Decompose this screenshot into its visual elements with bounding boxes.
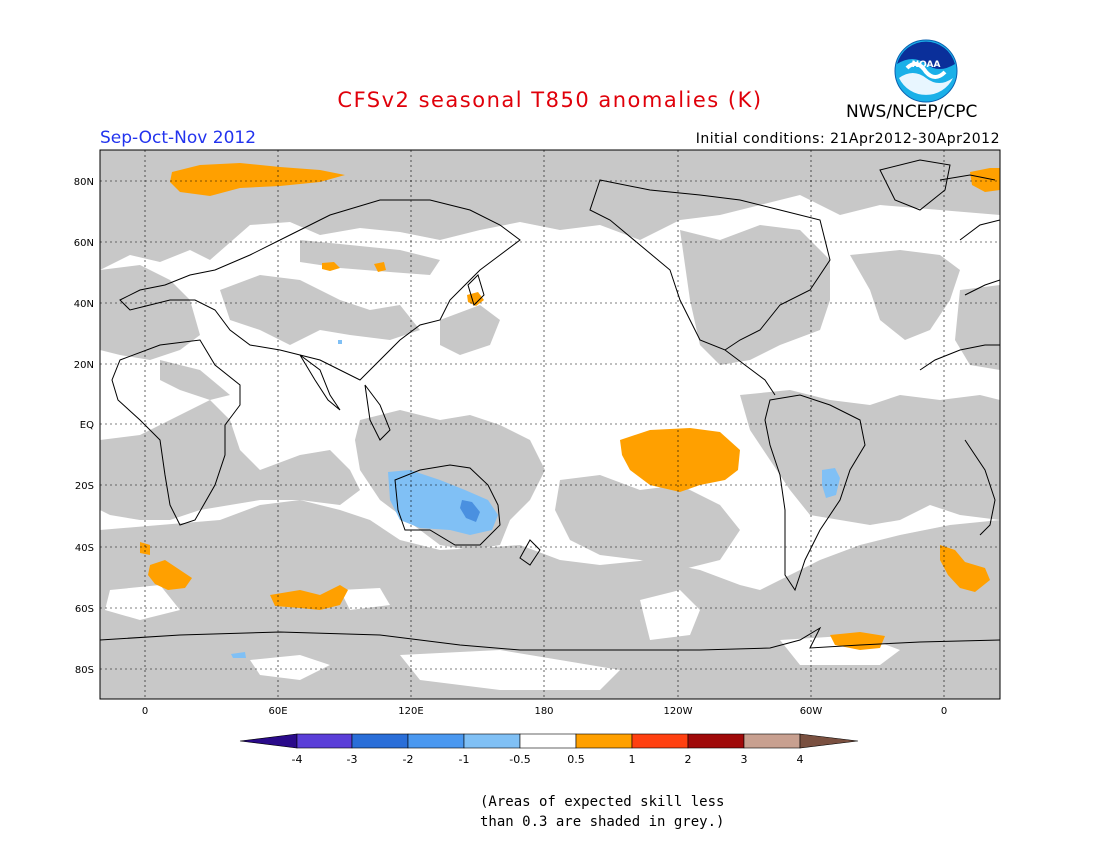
colorbar-arrow-low <box>239 733 298 749</box>
colorbar-label: -1 <box>459 753 470 766</box>
map-frame <box>99 149 1001 700</box>
colorbar-label: 0.5 <box>567 753 585 766</box>
forecast-period: Sep-Oct-Nov 2012 <box>100 128 257 148</box>
longitude-label: 0 <box>142 706 148 717</box>
warm-anomaly-south-atlantic <box>140 542 150 555</box>
colorbar-segment <box>463 733 521 749</box>
longitude-label: 60E <box>268 706 287 717</box>
colorbar-segment <box>631 733 689 749</box>
colorbar-segment <box>407 733 465 749</box>
cool-anomaly-south-america <box>822 468 840 498</box>
initial-conditions: Initial conditions: 21Apr2012-30Apr2012 <box>695 131 1000 147</box>
longitude-label: 60W <box>800 706 823 717</box>
colorbar-segment <box>296 733 353 749</box>
longitude-label: 120W <box>664 706 693 717</box>
colorbar-label: -3 <box>347 753 358 766</box>
graticule <box>100 150 1000 699</box>
colorbar-label: 1 <box>629 753 636 766</box>
colorbar-label: 2 <box>685 753 692 766</box>
warm-anomaly-siberia <box>322 262 340 271</box>
cool-anomalies <box>231 340 840 658</box>
warm-anomaly-south-atlantic-east <box>940 545 990 592</box>
latitude-label: 20N <box>74 360 94 371</box>
chart-title: CFSv2 seasonal T850 anomalies (K) <box>337 88 763 112</box>
colorbar-label: 4 <box>797 753 804 766</box>
latitude-label: 20S <box>75 481 94 492</box>
colorbar-arrow-high <box>799 733 859 749</box>
cool-anomaly-antarctic <box>231 652 246 658</box>
white-patches <box>105 585 900 690</box>
coastlines <box>100 159 1000 651</box>
latitude-label: 60S <box>75 604 94 615</box>
agency-label: NWS/NCEP/CPC <box>846 102 978 122</box>
warm-anomaly-arctic-east <box>970 168 1000 192</box>
warm-anomaly-south-africa <box>148 560 192 590</box>
warm-anomaly-east-siberia <box>374 262 386 272</box>
latitude-label: 80S <box>75 665 94 676</box>
colorbar-segment <box>743 733 801 749</box>
latitude-label: EQ <box>80 420 94 431</box>
colorbar-segment <box>575 733 633 749</box>
colorbar-label: -0.5 <box>509 753 530 766</box>
low-skill-shading <box>100 150 1000 699</box>
latitude-label: 40N <box>74 299 94 310</box>
noaa-logo: NOAA <box>894 39 958 103</box>
colorbar-label: -4 <box>292 753 303 766</box>
warm-anomalies <box>140 163 1000 650</box>
skill-note-line-1: (Areas of expected skill less <box>480 794 725 810</box>
colorbar-segment <box>519 733 577 749</box>
longitude-labels: 0 60E 120E 180 120W 60W 0 <box>142 706 947 717</box>
colorbar-label: 3 <box>741 753 748 766</box>
warm-anomaly-east-pacific <box>620 428 740 492</box>
skill-note: (Areas of expected skill less than 0.3 a… <box>480 792 724 832</box>
colorbar-segment <box>351 733 409 749</box>
longitude-label: 0 <box>941 706 947 717</box>
latitude-label: 40S <box>75 543 94 554</box>
longitude-label: 120E <box>398 706 423 717</box>
longitude-label: 180 <box>534 706 553 717</box>
colorbar-segment <box>687 733 745 749</box>
cool-anomaly-australia-core <box>460 500 480 522</box>
latitude-label: 60N <box>74 238 94 249</box>
warm-anomaly-south-indian-ocean <box>270 585 348 610</box>
warm-anomaly-barents-sea <box>170 163 345 196</box>
cool-anomaly-india <box>338 340 342 344</box>
colorbar: -4 -3 -2 -1 -0.5 0.5 1 2 3 4 <box>239 733 859 766</box>
logo-text: NOAA <box>912 60 941 70</box>
colorbar-label: -2 <box>403 753 414 766</box>
latitude-labels: 80N 60N 40N 20N EQ 20S 40S 60S 80S <box>74 177 94 676</box>
anomaly-layer <box>100 150 1000 699</box>
skill-note-line-2: than 0.3 are shaded in grey.) <box>480 814 725 830</box>
latitude-label: 80N <box>74 177 94 188</box>
